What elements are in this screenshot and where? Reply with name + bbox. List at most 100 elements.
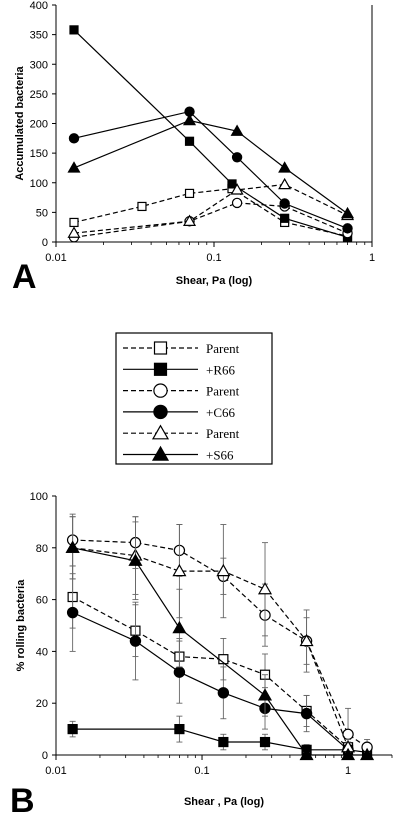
- panel-a-series-2: [69, 25, 353, 242]
- panel-a-data-point: [342, 223, 353, 234]
- legend-marker-triangle: [151, 424, 170, 440]
- panel-b-data-point: [218, 736, 229, 748]
- panel-b-data-point: [257, 688, 273, 701]
- panel-b-data-point: [217, 687, 230, 699]
- panel-b-y-tick-label: 80: [36, 543, 48, 555]
- panel-a-data-point: [230, 124, 244, 136]
- panel-a-series-1: [69, 184, 353, 241]
- panel-b-y-tick-label: 20: [36, 698, 48, 710]
- panel-b-x-tick-label: 0.1: [194, 765, 209, 777]
- legend-label: +R66: [206, 362, 236, 377]
- panel-b-y-tick-label: 40: [36, 646, 48, 658]
- panel-a-data-point: [184, 136, 195, 146]
- panel-a-data-point: [137, 201, 147, 212]
- legend-marker-square: [153, 341, 168, 355]
- panel-b-data-point: [65, 540, 80, 553]
- panel-b-data-point: [360, 747, 375, 761]
- panel-a-data-point: [182, 214, 197, 226]
- panel-b-series-5: [65, 516, 356, 756]
- legend-label: +C66: [206, 405, 236, 420]
- legend-label: Parent: [206, 384, 240, 399]
- legend-box: [115, 332, 273, 465]
- panel-a-series-line: [73, 110, 348, 229]
- panel-a-data-point: [278, 161, 292, 173]
- panel-b-data-point: [172, 620, 187, 634]
- panel-a-y-tick-label: 250: [30, 89, 48, 101]
- panel-b-y-tick-label: 60: [36, 595, 48, 607]
- legend: Parent +R66 Parent +C66 Parent +S66: [115, 332, 273, 465]
- panel-b-data-point: [257, 582, 273, 595]
- panel-a-y-tick-label: 200: [30, 119, 48, 131]
- panel-b-data-point: [129, 635, 142, 647]
- panel-a-series-line: [73, 188, 348, 237]
- panel-a-series-line: [73, 119, 348, 215]
- panel-a-y-axis-title: Accumulated bacteria: [14, 65, 26, 180]
- panel-b-data-point: [172, 563, 187, 577]
- panel-b-data-point: [341, 747, 356, 761]
- panel-a-data-point: [231, 152, 243, 163]
- panel-a-data-point: [182, 113, 197, 126]
- panel-a-data-point: [227, 179, 237, 189]
- panel-a-series-line: [73, 29, 348, 238]
- panel-a-y-tick-label: 0: [42, 237, 48, 249]
- panel-b-y-axis-title: % rolling bacteria: [15, 579, 27, 672]
- panel-a-data-point: [278, 177, 292, 190]
- panel-a-y-tick-label: 150: [30, 148, 48, 160]
- panel-b-series-6: [65, 516, 375, 761]
- panel-b-series-3: [66, 513, 373, 756]
- panel-b-y-tick-label: 100: [30, 491, 48, 503]
- legend-marker-triangle: [151, 445, 170, 461]
- panel-b-data-point: [128, 553, 143, 566]
- panel-b-data-point: [173, 666, 186, 678]
- panel-b-data-point: [300, 707, 313, 720]
- legend-marker-circle: [153, 383, 168, 398]
- panel-b-data-point: [67, 723, 78, 735]
- panel-a-data-point: [279, 198, 290, 209]
- panel-a-series-3: [68, 197, 353, 243]
- panel-b-data-point: [216, 563, 231, 577]
- panel-a-data-point: [67, 161, 81, 173]
- legend-label: Parent: [206, 426, 240, 441]
- panel-a-series-5: [67, 177, 355, 238]
- panel-a-data-point: [69, 217, 79, 228]
- panel-a-x-axis-title: Shear, Pa (log): [176, 275, 253, 287]
- panel-a-data-point: [230, 183, 244, 195]
- panel-a-y-tick-label: 50: [36, 207, 48, 219]
- panel-a-data-point: [69, 25, 79, 35]
- legend-label: +S66: [206, 448, 234, 463]
- panel-a-series-6: [67, 113, 355, 219]
- panel-b-series-2: [67, 715, 373, 758]
- panel-a-series-line: [73, 183, 348, 234]
- panel-b-series-line: [72, 539, 368, 748]
- panel-a-data-point: [280, 213, 290, 223]
- panel-b-x-tick-label: 0.01: [45, 765, 66, 777]
- panel-a-data-point: [340, 206, 355, 219]
- panel-b-series-1: [67, 565, 354, 756]
- panel-a-series-4: [68, 106, 353, 234]
- legend-marker-circle: [153, 404, 168, 420]
- panel-a-data-point: [68, 133, 80, 144]
- panel-b-data-point: [299, 747, 314, 761]
- panel-b-series-4: [66, 573, 354, 756]
- panel-b-data-point: [299, 633, 314, 647]
- panel-a-y-tick-label: 350: [30, 30, 48, 42]
- panel-b-y-tick-label: 0: [42, 750, 48, 762]
- panel-a-data-point: [231, 197, 243, 209]
- panel-b-data-point: [259, 736, 271, 748]
- panel-b-label: B: [10, 782, 35, 817]
- panel-a-x-tick-label: 0.01: [45, 252, 66, 264]
- panel-b-x-axis-title: Shear , Pa (log): [184, 796, 264, 808]
- panel-a-series-line: [73, 202, 348, 238]
- panel-a-y-tick-label: 100: [30, 178, 48, 190]
- panel-a-x-tick-label: 0.1: [206, 252, 221, 264]
- panel-b-x-tick-label: 1: [345, 765, 351, 777]
- panel-a-x-tick-label: 1: [369, 252, 375, 264]
- panel-a-y-tick-label: 300: [30, 59, 48, 71]
- panel-a-data-point: [67, 226, 81, 238]
- panel-a-y-tick-label: 400: [30, 0, 48, 12]
- panel-a-data-point: [184, 188, 195, 199]
- legend-marker-square: [153, 362, 168, 376]
- panel-a-label: A: [12, 258, 37, 296]
- legend-label: Parent: [206, 341, 240, 356]
